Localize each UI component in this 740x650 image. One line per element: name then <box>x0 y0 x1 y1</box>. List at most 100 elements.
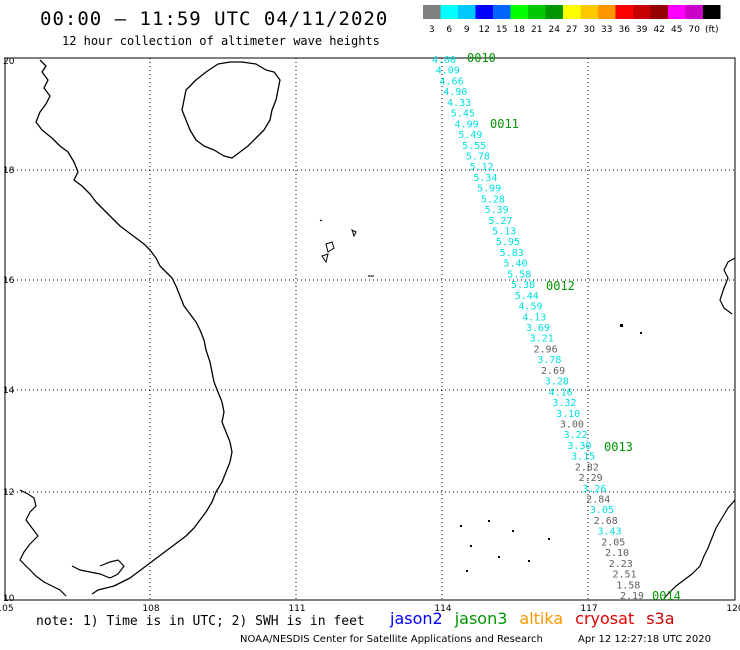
wave-height-value: 2.05 <box>601 537 625 548</box>
credit-text: NOAA/NESDIS Center for Satellite Applica… <box>240 634 543 645</box>
credit-timestamp: Apr 12 12:27:18 UTC 2020 <box>578 634 711 645</box>
scale-swatch <box>598 5 616 19</box>
wave-height-value: 4.33 <box>447 98 471 109</box>
scale-label: 42 <box>654 25 665 35</box>
grid-lines <box>5 58 735 600</box>
wave-height-value: 5.28 <box>481 194 505 205</box>
wave-height-value: 4.13 <box>522 312 546 323</box>
wave-height-value: 3.28 <box>545 377 569 388</box>
wave-height-value: 3.15 <box>571 452 595 463</box>
spratly-islands <box>460 324 642 572</box>
track-time-label: 0014 <box>652 589 681 603</box>
legend-cryosat: cryosat <box>575 609 635 628</box>
coastline-mekong-delta <box>71 559 125 579</box>
chart-title: 00:00 – 11:59 UTC 04/11/2020 <box>40 8 389 30</box>
scale-label: 18 <box>514 25 526 35</box>
units-note: note: 1) Time is in UTC; 2) SWH is in fe… <box>36 614 365 629</box>
wave-height-value: 4.09 <box>436 66 460 77</box>
scale-label: 21 <box>531 25 542 35</box>
longitude-label: 108 <box>142 604 159 614</box>
track-time-label: 0013 <box>604 440 633 454</box>
wave-height-value: 3.21 <box>530 334 554 345</box>
wave-height-value: 5.13 <box>492 227 516 238</box>
wave-height-value: 5.83 <box>500 248 524 259</box>
scale-swatch <box>685 5 703 19</box>
latitude-label: 20 <box>3 57 15 67</box>
scale-label: 39 <box>636 25 648 35</box>
wave-height-value: 4.90 <box>443 87 467 98</box>
scale-label: 33 <box>601 25 612 35</box>
wave-height-value: 3.22 <box>564 430 588 441</box>
coastline-palawan <box>663 499 736 599</box>
wave-height-value: 5.39 <box>485 205 509 216</box>
scale-swatch <box>563 5 581 19</box>
scale-label: 6 <box>446 25 452 35</box>
scale-swatch <box>580 5 598 19</box>
wave-height-value: 3.30 <box>567 441 591 452</box>
wave-height-value: 3.05 <box>590 505 614 516</box>
track-time-label: 0011 <box>490 117 519 131</box>
wave-height-value: 1.58 <box>616 580 640 591</box>
scale-swatch <box>615 5 633 19</box>
wave-height-value: 2.29 <box>579 473 603 484</box>
wave-height-value: 3.43 <box>597 527 621 538</box>
scale-swatch <box>510 5 528 19</box>
paracel-islands <box>319 219 374 277</box>
scale-label: (ft) <box>705 25 719 35</box>
scale-label: 70 <box>689 25 701 35</box>
wave-height-value: 3.00 <box>560 419 584 430</box>
latitude-label: 18 <box>3 166 15 176</box>
wave-height-value: 5.99 <box>477 184 501 195</box>
wave-height-value: 2.96 <box>534 344 558 355</box>
longitude-label: 105 <box>0 604 14 614</box>
scale-swatch <box>528 5 546 19</box>
longitude-label: 117 <box>580 604 597 614</box>
wave-height-value: 4.66 <box>440 76 464 87</box>
legend-jason2: jason2 <box>390 609 443 628</box>
scale-swatch <box>633 5 651 19</box>
longitude-label: 120 <box>726 604 740 614</box>
wave-height-value: 5.55 <box>462 141 486 152</box>
map-frame <box>4 57 736 601</box>
scale-label: 3 <box>429 25 435 35</box>
wave-height-value: 2.51 <box>612 570 636 581</box>
wave-height-value: 3.26 <box>582 484 606 495</box>
wave-height-value: 5.27 <box>488 216 512 227</box>
wave-height-value: 3.32 <box>552 398 576 409</box>
wave-height-color-scale: 3 6 9 12 15 18 21 24 27 30 33 36 39 42 45 70 (ft) <box>423 5 721 35</box>
wave-height-value: 2.10 <box>605 548 629 559</box>
scale-label: 36 <box>619 25 631 35</box>
wave-height-value: 2.23 <box>609 559 633 570</box>
wave-height-value: 5.58 <box>507 269 531 280</box>
scale-swatch <box>545 5 563 19</box>
longitude-label: 114 <box>434 604 451 614</box>
wave-height-value: 2.68 <box>594 516 618 527</box>
wave-height-value: 5.12 <box>470 162 494 173</box>
scale-swatch <box>458 5 476 19</box>
legend-jason3: jason3 <box>454 609 508 628</box>
wave-height-value: 4.59 <box>518 302 542 313</box>
scale-swatch <box>493 5 511 19</box>
scale-label: 9 <box>464 25 470 35</box>
wave-height-value: 5.34 <box>473 173 497 184</box>
longitude-label: 111 <box>288 604 305 614</box>
wave-height-value: 3.78 <box>537 355 561 366</box>
coastline-philippines <box>719 257 736 315</box>
scale-swatch <box>703 5 721 19</box>
latitude-label: 14 <box>3 386 15 396</box>
scale-label: 24 <box>549 25 561 35</box>
track-time-label: 0012 <box>546 279 575 293</box>
latitude-label: 12 <box>3 488 14 498</box>
wave-height-value: 4.00 <box>432 55 456 66</box>
latitude-label: 10 <box>3 594 15 604</box>
wave-height-value: 2.82 <box>575 462 599 473</box>
wave-height-value: 5.45 <box>451 109 475 120</box>
wave-height-value: 5.78 <box>466 151 490 162</box>
scale-label: 15 <box>496 25 507 35</box>
scale-swatch <box>475 5 493 19</box>
wave-height-value: 2.19 <box>620 591 644 602</box>
wave-height-value: 5.38 <box>511 280 535 291</box>
scale-swatch <box>650 5 668 19</box>
wave-height-value: 4.16 <box>549 387 573 398</box>
